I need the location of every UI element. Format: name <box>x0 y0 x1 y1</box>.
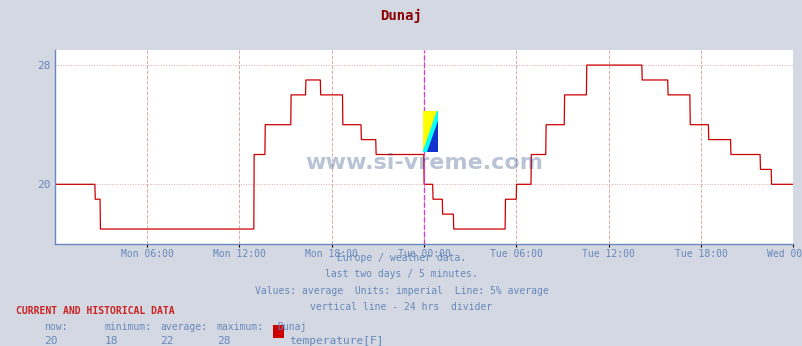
Text: minimum:: minimum: <box>104 322 152 333</box>
Polygon shape <box>423 111 437 152</box>
Text: 18: 18 <box>104 336 118 346</box>
Text: Values: average  Units: imperial  Line: 5% average: Values: average Units: imperial Line: 5%… <box>254 286 548 296</box>
Text: last two days / 5 minutes.: last two days / 5 minutes. <box>325 269 477 279</box>
Text: Dunaj: Dunaj <box>277 322 306 333</box>
Text: 20: 20 <box>44 336 58 346</box>
Polygon shape <box>423 111 437 152</box>
Text: Dunaj: Dunaj <box>380 9 422 23</box>
Text: 22: 22 <box>160 336 174 346</box>
Text: www.si-vreme.com: www.si-vreme.com <box>305 153 542 173</box>
Text: vertical line - 24 hrs  divider: vertical line - 24 hrs divider <box>310 302 492 312</box>
Text: temperature[F]: temperature[F] <box>289 336 383 346</box>
Text: now:: now: <box>44 322 67 333</box>
Text: CURRENT AND HISTORICAL DATA: CURRENT AND HISTORICAL DATA <box>16 306 175 316</box>
Text: 28: 28 <box>217 336 230 346</box>
Polygon shape <box>427 121 437 152</box>
Text: Europe / weather data.: Europe / weather data. <box>337 253 465 263</box>
Text: average:: average: <box>160 322 208 333</box>
Text: maximum:: maximum: <box>217 322 264 333</box>
